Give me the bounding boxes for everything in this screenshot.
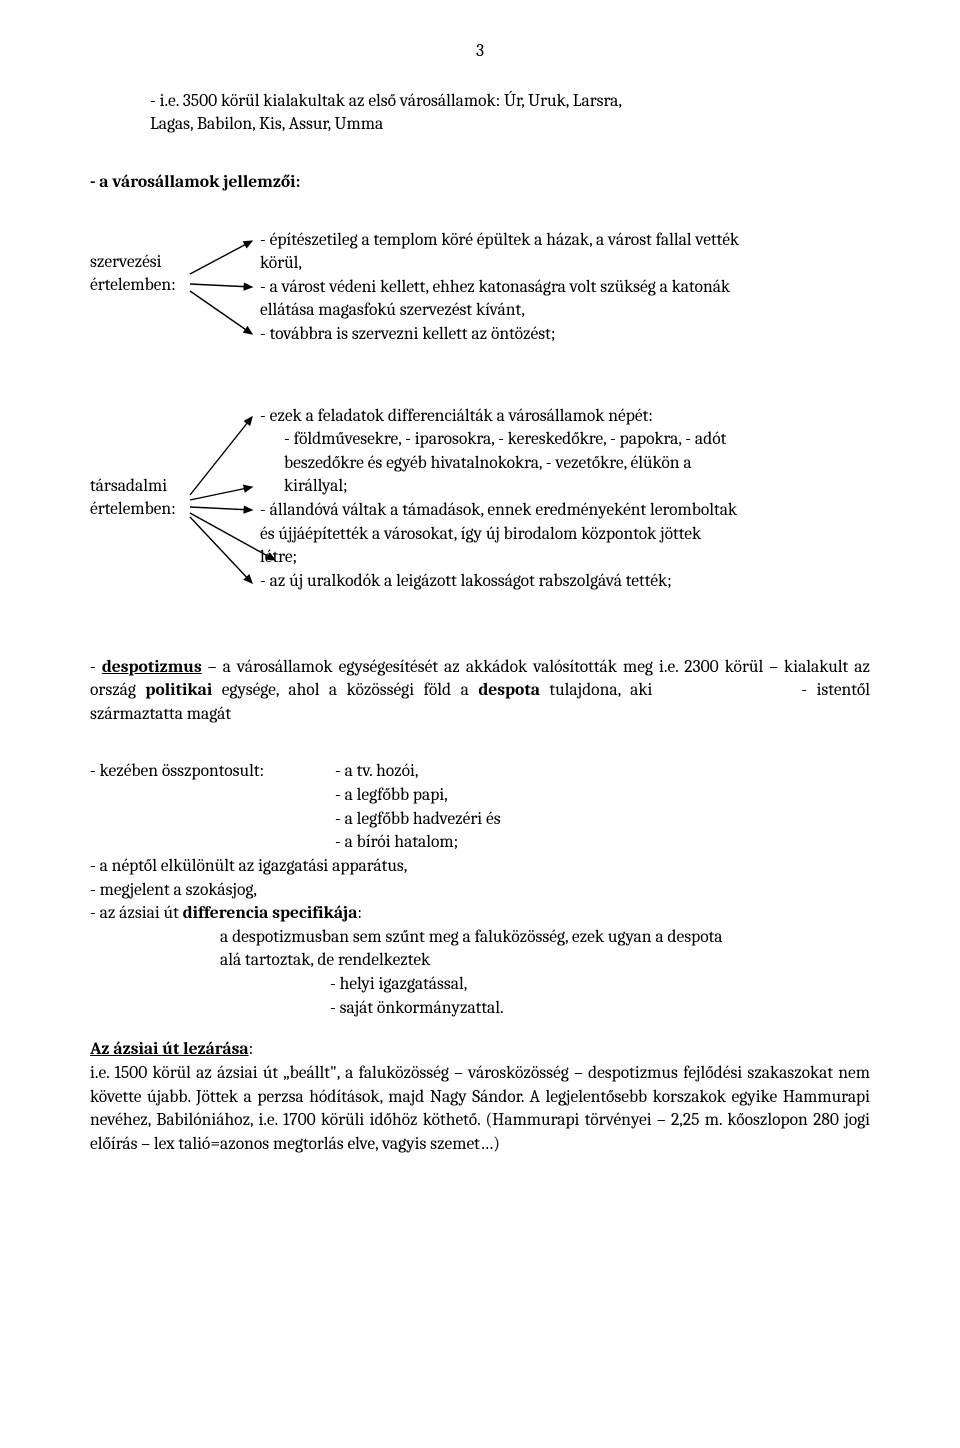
kezeben-i2: - a legfőbb papi,: [90, 784, 870, 808]
desp-g: tulajdona, aki: [540, 680, 652, 700]
despotizmus-para: - despotizmus – a városállamok egységesí…: [90, 656, 870, 727]
intro-line2: Lagas, Babilon, Kis, Assur, Umma: [90, 113, 870, 137]
b2-l7: létre;: [260, 546, 870, 570]
desp-d: politikai: [145, 680, 212, 700]
kezeben-head: - kezében összpontosult:: [90, 760, 335, 784]
kezeben-i4: - a bírói hatalom;: [90, 831, 870, 855]
b3-l1: - a néptől elkülönült az igazgatási appa…: [90, 855, 870, 879]
block-tarsadalmi: társadalmi értelemben: - ezek a feladato…: [90, 405, 870, 600]
b2-l2: - földművesekre, - iparosokra, - kereske…: [260, 428, 870, 452]
intro-line1: - i.e. 3500 körül kialakultak az első vá…: [90, 90, 870, 114]
block2-label2: értelemben:: [90, 498, 176, 522]
kezeben-i3: - a legfőbb hadvezéri és: [90, 808, 870, 832]
b2-l1: - ezek a feladatok differenciálták a vár…: [260, 405, 870, 429]
jellemzoi-heading: - a városállamok jellemzői:: [90, 171, 870, 195]
b2-l8: - az új uralkodók a leigázott lakosságot…: [260, 570, 870, 594]
lezaras-heading-line: Az ázsiai út lezárása:: [90, 1038, 870, 1062]
b1-l5: - továbbra is szervezni kellett az öntöz…: [260, 323, 870, 347]
block1-label2: értelemben:: [90, 274, 176, 298]
block3: - a néptől elkülönült az igazgatási appa…: [90, 855, 870, 1020]
b3-l7: - saját önkormányzattal.: [90, 997, 870, 1021]
desp-e: egysége, ahol a közösségi föld a: [212, 680, 478, 700]
desp-b: despotizmus: [102, 657, 202, 677]
lezaras-p1: i.e. 1500 körül az ázsiai út „beállt", a…: [90, 1062, 870, 1157]
b1-l3: - a várost védeni kellett, ehhez katonas…: [260, 276, 870, 300]
desp-a: -: [90, 657, 102, 677]
b3-l4: a despotizmusban sem szűnt meg a faluköz…: [90, 926, 870, 950]
b1-l2: körül,: [260, 252, 870, 276]
block2-label1: társadalmi: [90, 475, 176, 499]
block1-label1: szervezési: [90, 251, 176, 275]
kezeben-i1: - a tv. hozói,: [335, 760, 419, 784]
b1-l4: ellátása magasfokú szervezést kívánt,: [260, 299, 870, 323]
lezaras-colon: :: [249, 1039, 254, 1059]
b2-l5: - állandóvá váltak a támadások, ennek er…: [260, 499, 870, 523]
b3-l3c: :: [357, 903, 362, 923]
b3-l3b: differencia specifikája: [183, 903, 358, 923]
b3-l6: - helyi igazgatással,: [90, 973, 870, 997]
lezaras-heading: Az ázsiai út lezárása: [90, 1039, 249, 1059]
page-number: 3: [90, 40, 870, 64]
desp-f: despota: [478, 680, 540, 700]
b2-l6: és újjáépítették a városokat, így új bir…: [260, 523, 870, 547]
b3-l3a: - az ázsiai út: [90, 903, 183, 923]
b1-l1: - építészetileg a templom köré épültek a…: [260, 229, 870, 253]
b3-l5: alá tartoztak, de rendelkeztek: [90, 949, 870, 973]
kezeben-block: - kezében összpontosult: - a tv. hozói, …: [90, 760, 870, 855]
b3-l3: - az ázsiai út differencia specifikája:: [90, 902, 870, 926]
b2-l3: beszedőkre és egyéb hivatalnokokra, - ve…: [260, 452, 870, 476]
b3-l2: - megjelent a szokásjog,: [90, 879, 870, 903]
block-szervezesi: szervezési értelemben: - építészetileg a…: [90, 229, 870, 349]
b2-l4: királlyal;: [260, 475, 870, 499]
